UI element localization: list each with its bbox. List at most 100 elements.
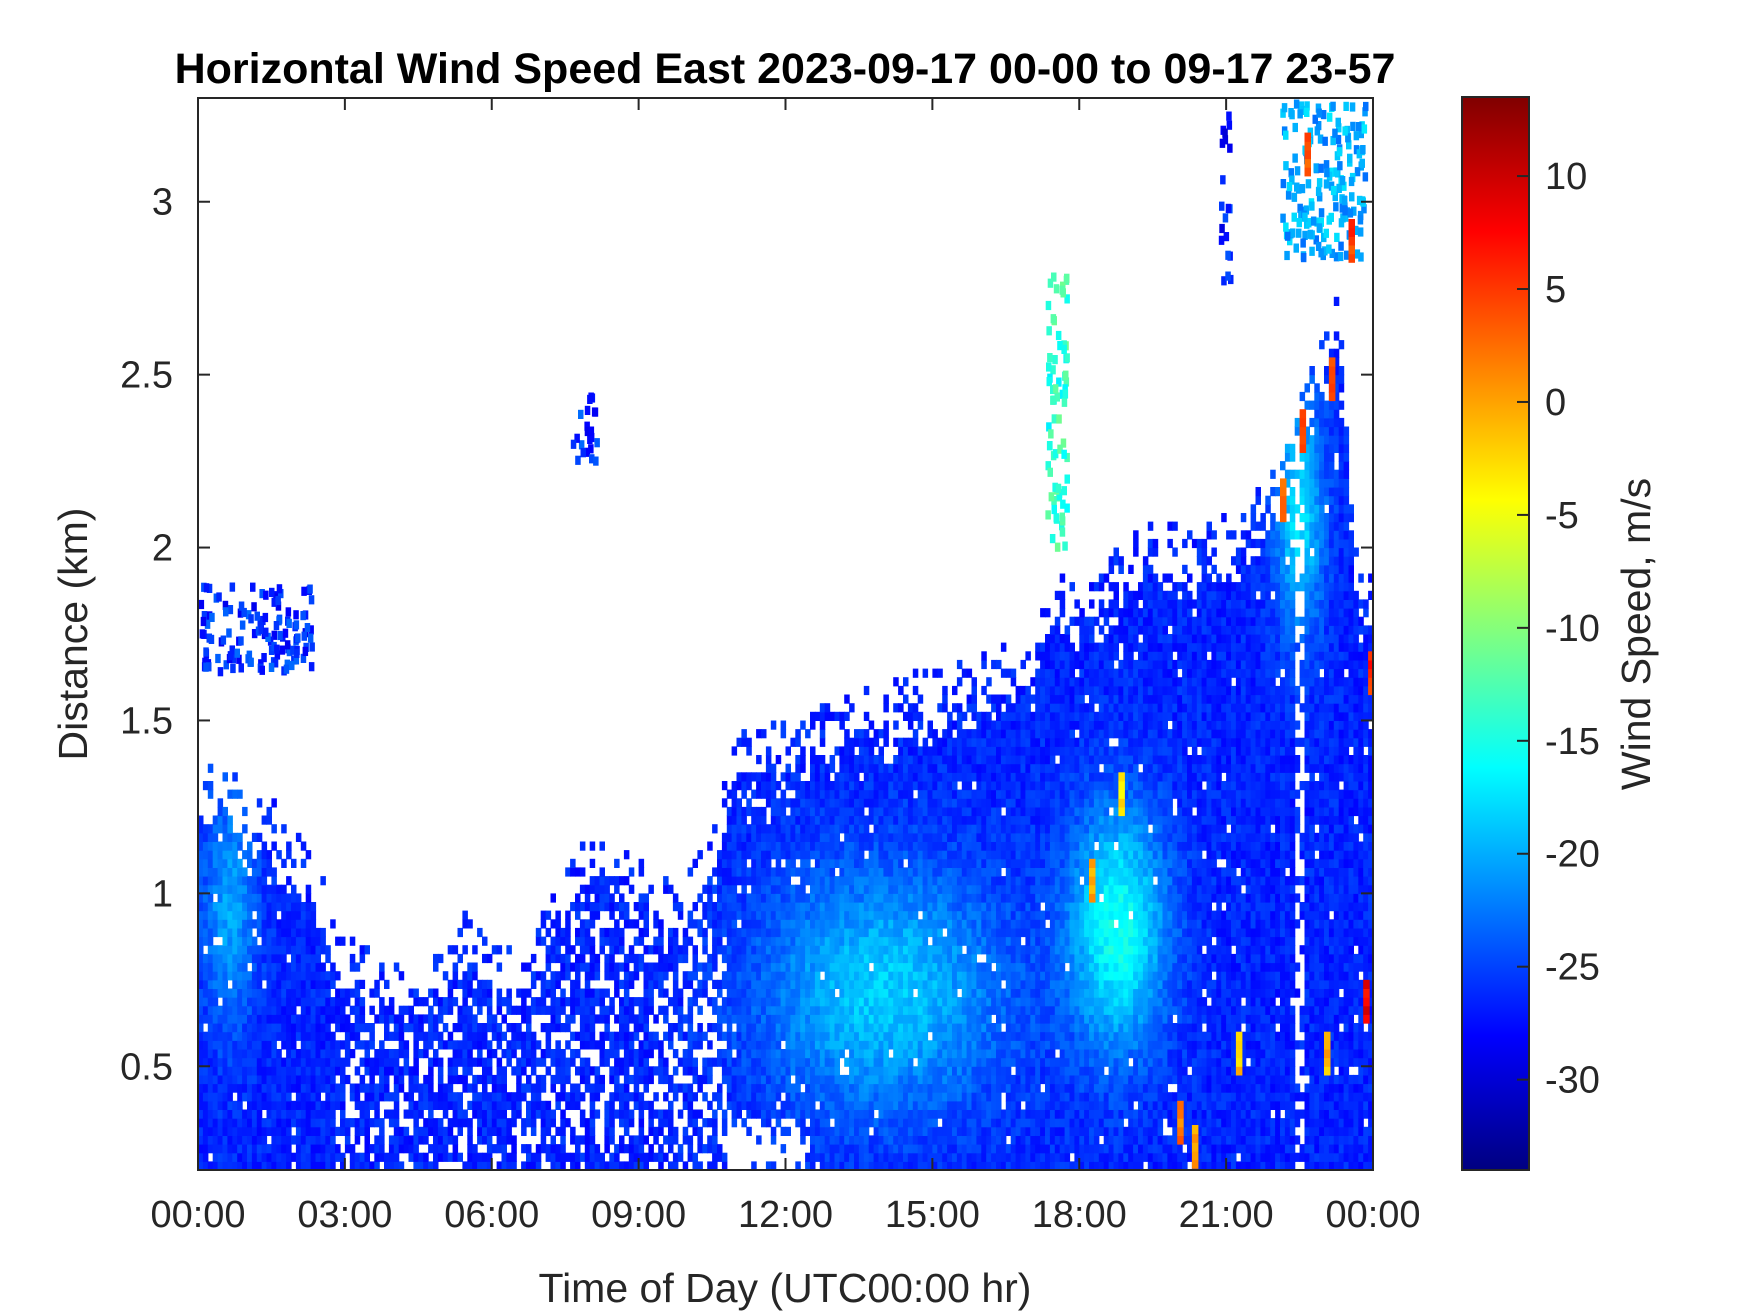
heatmap-cell xyxy=(374,1057,380,1067)
heatmap-cell xyxy=(961,1161,968,1170)
heatmap-cell xyxy=(212,1092,219,1102)
heatmap-cell xyxy=(295,953,302,964)
heatmap-cell xyxy=(731,746,738,756)
heatmap-cell xyxy=(912,1100,919,1110)
heatmap-cell xyxy=(232,1040,238,1050)
heatmap-cell xyxy=(496,1023,503,1033)
heatmap-cell xyxy=(736,945,742,955)
heatmap-cell xyxy=(202,832,209,842)
heatmap-cell xyxy=(898,945,904,955)
heatmap-cell xyxy=(256,832,263,842)
heatmap-cell xyxy=(712,1057,718,1067)
heatmap-cell xyxy=(971,841,977,851)
heatmap-cell xyxy=(976,997,982,1007)
heatmap-cell xyxy=(947,997,953,1007)
heatmap-cell xyxy=(344,1118,351,1128)
heatmap-cell xyxy=(839,746,845,756)
heatmap-cell xyxy=(222,772,228,782)
heatmap-cell xyxy=(765,781,772,791)
heatmap-cell xyxy=(770,979,777,989)
heatmap-cell xyxy=(589,902,596,912)
heatmap-cell xyxy=(222,962,228,972)
heatmap-cell xyxy=(310,1118,317,1128)
heatmap-cell xyxy=(707,962,713,972)
heatmap-cell xyxy=(222,1014,228,1024)
heatmap-cell xyxy=(956,1023,963,1033)
heatmap-cell xyxy=(242,884,248,894)
heatmap-cell xyxy=(810,953,816,964)
heatmap-cell xyxy=(281,824,287,834)
heatmap-cell xyxy=(956,953,963,964)
heatmap-cell xyxy=(868,936,875,946)
heatmap-cell xyxy=(942,824,948,834)
heatmap-cell xyxy=(839,997,845,1007)
heatmap-cell xyxy=(756,1083,762,1093)
heatmap-cell xyxy=(354,997,361,1007)
heatmap-cell xyxy=(898,806,904,817)
heatmap-cell xyxy=(966,988,973,998)
heatmap-cell xyxy=(844,1092,850,1102)
heatmap-cell xyxy=(844,798,850,808)
heatmap-cell xyxy=(805,910,811,920)
heatmap-cell xyxy=(726,1092,733,1102)
heatmap-cell xyxy=(359,1118,366,1128)
heatmap-cell xyxy=(247,876,253,886)
heatmap-cell xyxy=(247,1100,253,1110)
heatmap-cell xyxy=(849,1109,855,1119)
heatmap-cell xyxy=(300,945,307,955)
heatmap-cell xyxy=(790,919,796,929)
heatmap-cell xyxy=(834,1005,840,1015)
heatmap-cell xyxy=(898,746,904,756)
heatmap-cell xyxy=(198,824,204,834)
heatmap-cell xyxy=(756,1014,762,1024)
heatmap-cell xyxy=(242,1118,248,1128)
heatmap-cell xyxy=(526,1161,532,1170)
heatmap-cell xyxy=(486,1014,493,1024)
heatmap-cell xyxy=(947,824,953,834)
heatmap-cell xyxy=(594,1144,601,1154)
heatmap-cell xyxy=(457,1126,463,1136)
heatmap-cell xyxy=(795,902,801,912)
heatmap-cell xyxy=(961,737,968,747)
heatmap-cell xyxy=(315,1161,321,1170)
heatmap-cell xyxy=(232,1083,238,1093)
heatmap-cell xyxy=(555,945,561,955)
heatmap-cell xyxy=(898,997,904,1007)
heatmap-cell xyxy=(912,1005,919,1015)
heatmap-cell xyxy=(765,1100,772,1110)
heatmap-cell xyxy=(286,1126,292,1136)
heatmap-cell xyxy=(247,1031,253,1041)
heatmap-cell xyxy=(765,841,772,851)
heatmap-cell xyxy=(756,1031,762,1041)
heatmap-cell xyxy=(550,979,556,989)
heatmap-cell xyxy=(868,927,875,938)
heatmap-cell xyxy=(824,1100,831,1110)
heatmap-cell xyxy=(482,1152,488,1162)
heatmap-cell xyxy=(721,997,728,1007)
heatmap-cell xyxy=(834,927,840,938)
heatmap-cell xyxy=(956,1135,963,1145)
heatmap-cell xyxy=(379,997,385,1007)
heatmap-cell xyxy=(501,1066,507,1076)
heatmap-cell xyxy=(805,1049,811,1059)
heatmap-cell xyxy=(741,737,747,747)
heatmap-cell xyxy=(814,902,821,912)
heatmap-cell xyxy=(868,1083,875,1093)
heatmap-cell xyxy=(741,902,747,912)
heatmap-cell xyxy=(623,979,630,989)
heatmap-cell xyxy=(227,902,233,912)
heatmap-cell xyxy=(496,1118,503,1128)
heatmap-cell xyxy=(805,988,811,998)
heatmap-cell xyxy=(540,1135,547,1145)
heatmap-cell xyxy=(976,979,982,989)
heatmap-cell xyxy=(751,850,757,860)
heatmap-cell xyxy=(202,962,209,972)
heatmap-cell xyxy=(344,988,351,998)
heatmap-cell xyxy=(340,1100,346,1110)
heatmap-cell xyxy=(834,1066,840,1076)
heatmap-cell xyxy=(594,953,601,964)
heatmap-cell xyxy=(966,953,973,964)
heatmap-cell xyxy=(668,1023,674,1033)
heatmap-cell xyxy=(609,1161,615,1170)
heatmap-cell xyxy=(261,902,268,912)
